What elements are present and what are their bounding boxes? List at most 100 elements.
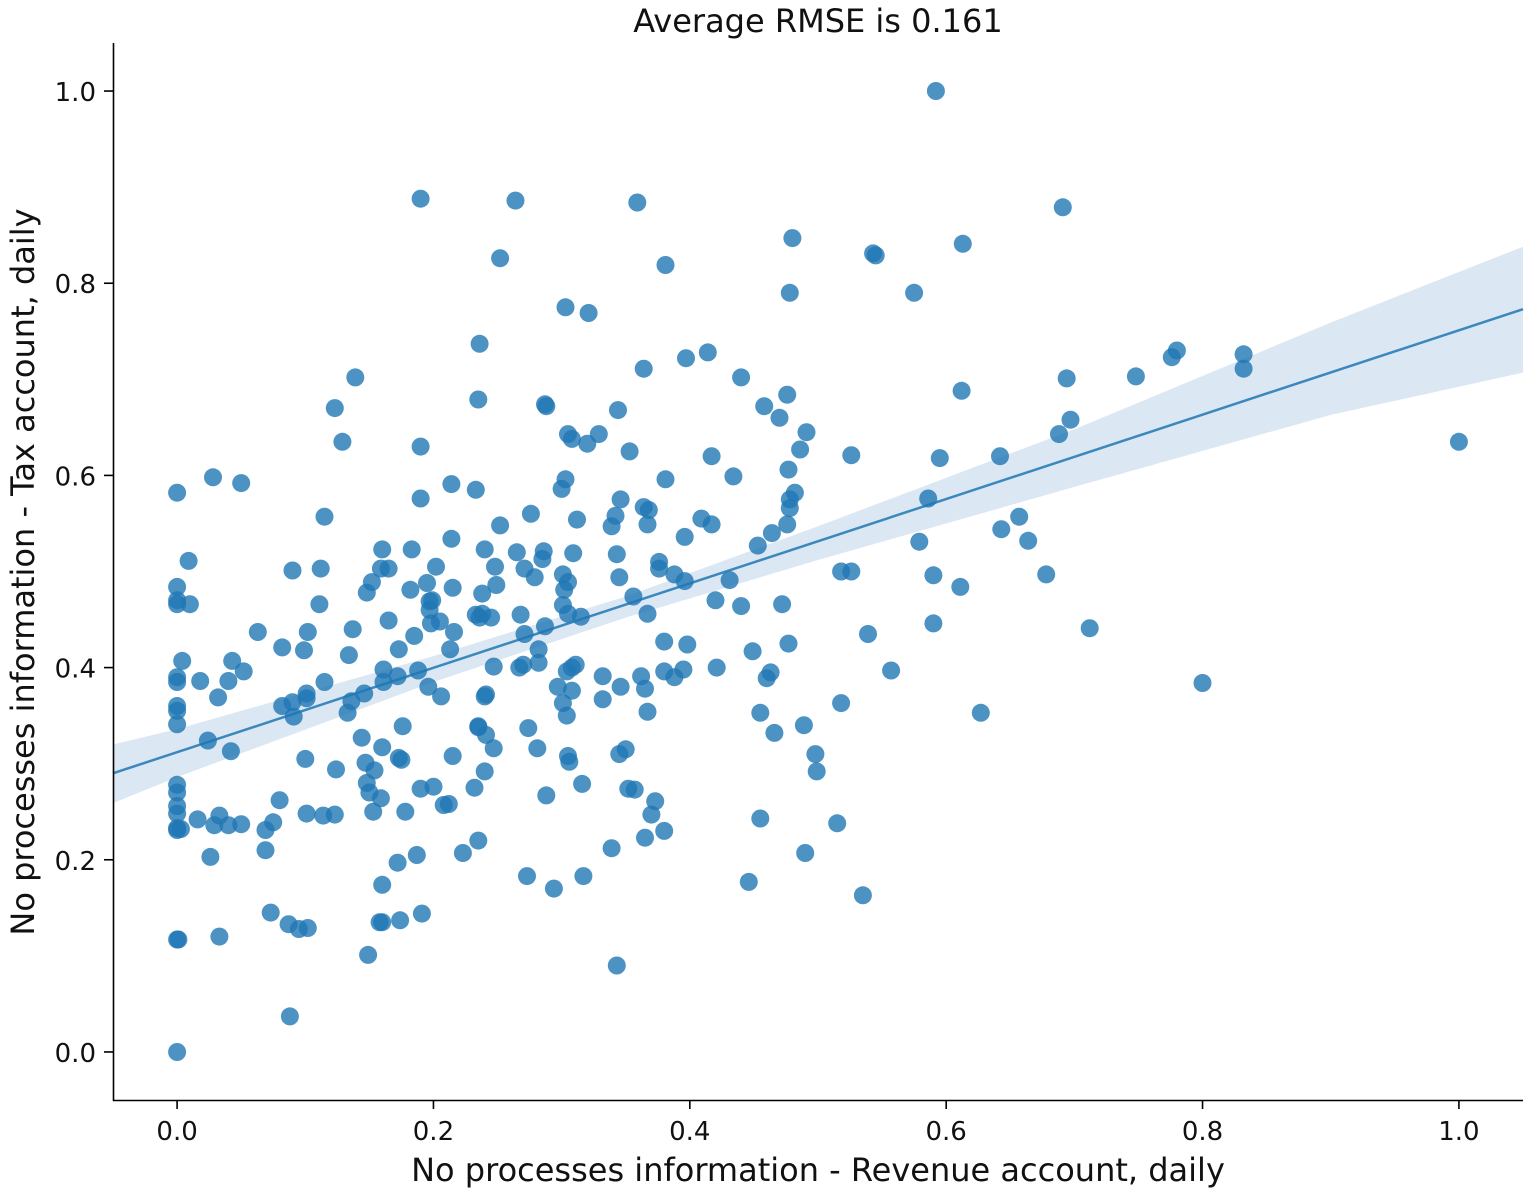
data-point xyxy=(656,470,675,489)
data-point xyxy=(411,189,430,208)
data-point xyxy=(1010,507,1029,526)
data-point xyxy=(442,529,461,548)
data-point xyxy=(511,605,530,624)
data-point xyxy=(602,517,621,536)
data-point xyxy=(778,515,797,534)
data-point xyxy=(677,349,695,368)
data-point xyxy=(273,697,292,715)
data-point xyxy=(552,479,571,498)
data-point xyxy=(706,591,725,610)
data-point xyxy=(370,913,389,932)
data-point xyxy=(475,540,494,559)
data-point xyxy=(602,839,621,858)
data-point xyxy=(770,408,789,427)
data-point xyxy=(297,689,316,708)
y-axis-ticks: 0.0 0.2 0.4 0.6 0.8 1.0 xyxy=(55,78,113,1069)
data-point xyxy=(333,432,352,451)
data-point xyxy=(168,783,187,802)
data-point xyxy=(223,651,242,670)
data-point xyxy=(780,283,799,302)
data-point xyxy=(339,646,358,665)
data-point xyxy=(310,595,329,614)
y-tick-label: 1.0 xyxy=(55,78,96,108)
data-point xyxy=(1126,367,1145,386)
data-point xyxy=(620,442,639,461)
data-point xyxy=(418,574,436,592)
data-points xyxy=(168,82,1468,1061)
confidence-band xyxy=(113,246,1523,804)
data-point xyxy=(432,687,451,706)
data-point xyxy=(443,747,462,765)
data-point xyxy=(173,651,192,670)
data-point xyxy=(1193,674,1212,692)
data-point xyxy=(842,562,861,581)
data-point xyxy=(560,752,579,771)
data-point xyxy=(475,687,494,706)
data-point xyxy=(180,595,199,614)
data-point xyxy=(655,632,674,651)
data-point xyxy=(169,930,188,949)
data-point xyxy=(1234,359,1253,378)
data-point xyxy=(296,749,315,768)
data-point xyxy=(780,499,799,518)
data-point xyxy=(573,774,592,793)
data-point xyxy=(853,886,872,905)
data-point xyxy=(791,440,810,459)
data-point xyxy=(1050,425,1068,444)
data-point xyxy=(168,673,187,691)
data-point xyxy=(639,501,658,519)
data-point xyxy=(374,660,393,679)
data-point xyxy=(392,750,411,769)
data-point xyxy=(256,841,275,860)
data-point xyxy=(533,550,552,568)
data-point xyxy=(470,608,489,627)
data-point xyxy=(389,640,408,659)
data-point xyxy=(638,604,657,623)
data-point xyxy=(702,515,721,534)
data-point xyxy=(1162,348,1181,367)
data-point xyxy=(283,561,302,580)
data-point xyxy=(638,702,657,721)
data-point xyxy=(555,580,574,599)
data-point xyxy=(748,536,767,555)
data-point xyxy=(273,638,292,657)
data-point xyxy=(486,557,504,576)
data-point xyxy=(204,468,222,487)
data-point xyxy=(411,779,430,798)
data-point xyxy=(656,256,675,274)
data-point xyxy=(828,814,847,833)
data-point xyxy=(466,480,485,499)
data-point xyxy=(232,815,251,834)
data-point xyxy=(537,397,556,416)
data-point xyxy=(297,804,316,823)
data-point xyxy=(371,789,390,808)
data-point xyxy=(739,872,758,891)
data-point xyxy=(473,584,492,603)
data-point xyxy=(477,725,495,744)
data-point xyxy=(806,745,825,764)
data-point xyxy=(762,524,781,543)
data-point xyxy=(295,641,313,660)
data-point xyxy=(519,719,538,738)
data-point xyxy=(256,821,275,839)
data-point xyxy=(765,723,784,742)
data-point xyxy=(419,677,438,696)
y-axis-label: No processes information - Tax account, … xyxy=(4,208,42,935)
data-point xyxy=(201,847,220,866)
y-tick-label: 0.2 xyxy=(55,847,96,877)
data-point xyxy=(611,490,630,509)
data-point xyxy=(388,853,407,872)
data-point xyxy=(402,540,421,559)
chart-title: Average RMSE is 0.161 xyxy=(633,2,1002,40)
data-point xyxy=(924,566,943,585)
data-point xyxy=(205,816,224,835)
data-point xyxy=(420,600,439,619)
data-point xyxy=(311,559,330,578)
data-point xyxy=(610,745,629,764)
data-point xyxy=(930,449,949,468)
data-point xyxy=(411,489,430,508)
data-point xyxy=(441,640,460,659)
data-point xyxy=(270,791,289,810)
data-point xyxy=(562,681,581,700)
data-point xyxy=(991,447,1009,466)
